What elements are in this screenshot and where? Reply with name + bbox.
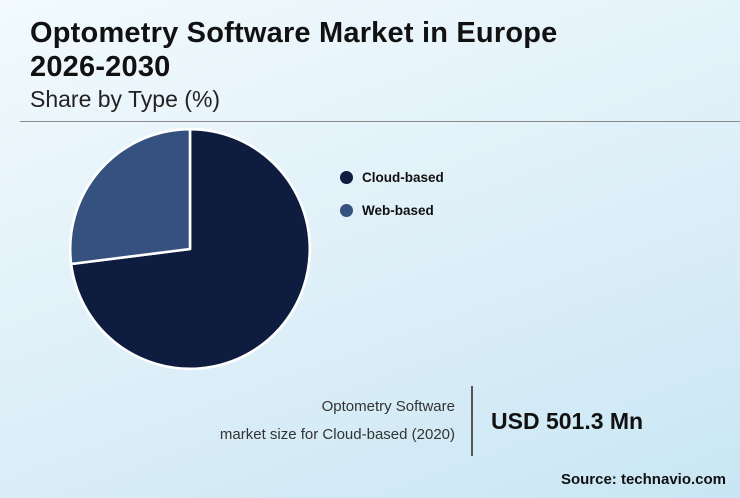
legend-label-cloud-based: Cloud-based	[362, 170, 444, 185]
market-size-stat: Optometry Software market size for Cloud…	[150, 386, 643, 456]
page-title: Optometry Software Market in Europe 2026-…	[30, 16, 720, 84]
chart-header: Optometry Software Market in Europe 2026-…	[0, 0, 740, 113]
chart-subtitle: Share by Type (%)	[30, 86, 221, 113]
stat-value: USD 501.3 Mn	[491, 407, 644, 434]
legend-item-web-based: Web-based	[340, 203, 444, 218]
stat-caption-line2: market size for Cloud-based (2020)	[219, 426, 455, 443]
legend-label-web-based: Web-based	[362, 203, 434, 218]
legend-swatch-web-based	[340, 204, 353, 217]
page-title-line2: 2026-2030	[30, 51, 171, 84]
header-divider	[20, 121, 740, 123]
stat-caption: Optometry Software market size for Cloud…	[150, 393, 455, 450]
pie-chart	[65, 124, 315, 374]
legend-swatch-cloud-based	[340, 171, 353, 184]
legend: Cloud-based Web-based	[340, 170, 444, 236]
pie-chart-svg	[68, 127, 312, 371]
source-attribution: Source: technavio.com	[560, 471, 726, 488]
legend-item-cloud-based: Cloud-based	[340, 170, 444, 185]
stat-divider	[471, 386, 473, 456]
page-title-line1: Optometry Software Market in Europe	[30, 17, 558, 49]
pie-slice-web-based	[68, 127, 192, 266]
stat-caption-line1: Optometry Software	[321, 397, 455, 415]
